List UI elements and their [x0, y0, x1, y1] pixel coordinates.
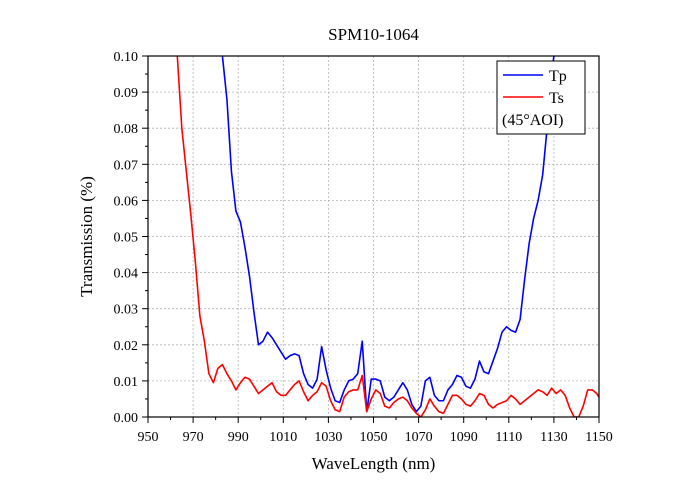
y-tick-label: 0.01: [114, 375, 139, 390]
y-tick-label: 0.09: [114, 86, 139, 101]
y-tick-label: 0.03: [114, 303, 139, 318]
x-axis-title: WaveLength (nm): [312, 454, 436, 473]
y-tick-label: 0.10: [114, 50, 139, 65]
axis-ticks: [142, 55, 600, 423]
y-tick-label: 0.02: [114, 339, 139, 354]
grid: [148, 56, 599, 417]
x-tick-label: 1010: [269, 430, 297, 445]
legend: Tp Ts (45°AOI): [496, 60, 586, 135]
x-tick-labels: 950 970 990 1010 1030 1050 1070 1090 1110 1130 115…: [138, 430, 613, 445]
x-tick-label: 990: [228, 430, 249, 445]
y-tick-labels: 0.00 0.01 0.02 0.03 0.04 0.05 0.06 0.07 0.08 0.09…: [114, 50, 139, 426]
series-line-tp: [221, 56, 555, 413]
x-tick-label: 1070: [405, 430, 433, 445]
x-tick-label: 1030: [314, 430, 342, 445]
y-tick-label: 0.08: [114, 122, 139, 137]
series-lines: [176, 56, 599, 417]
x-tick-label: 950: [138, 430, 159, 445]
y-tick-label: 0.05: [114, 231, 139, 246]
x-tick-label: 1090: [450, 430, 478, 445]
legend-note: (45°AOI): [502, 112, 564, 129]
x-tick-label: 1150: [585, 430, 612, 445]
x-tick-label: 1050: [360, 430, 388, 445]
chart-title: SPM10-1064: [328, 25, 419, 44]
legend-label-tp: Tp: [549, 68, 567, 85]
y-tick-label: 0.07: [114, 158, 139, 173]
y-tick-label: 0.04: [114, 267, 139, 282]
series-line-ts: [176, 56, 599, 417]
x-tick-label: 1130: [540, 430, 567, 445]
y-tick-label: 0.00: [114, 411, 139, 426]
x-tick-label: 970: [183, 430, 204, 445]
y-tick-label: 0.06: [114, 194, 139, 209]
y-axis-title: Transmission (%): [77, 176, 96, 297]
x-tick-label: 1110: [495, 430, 522, 445]
legend-label-ts: Ts: [549, 90, 564, 107]
